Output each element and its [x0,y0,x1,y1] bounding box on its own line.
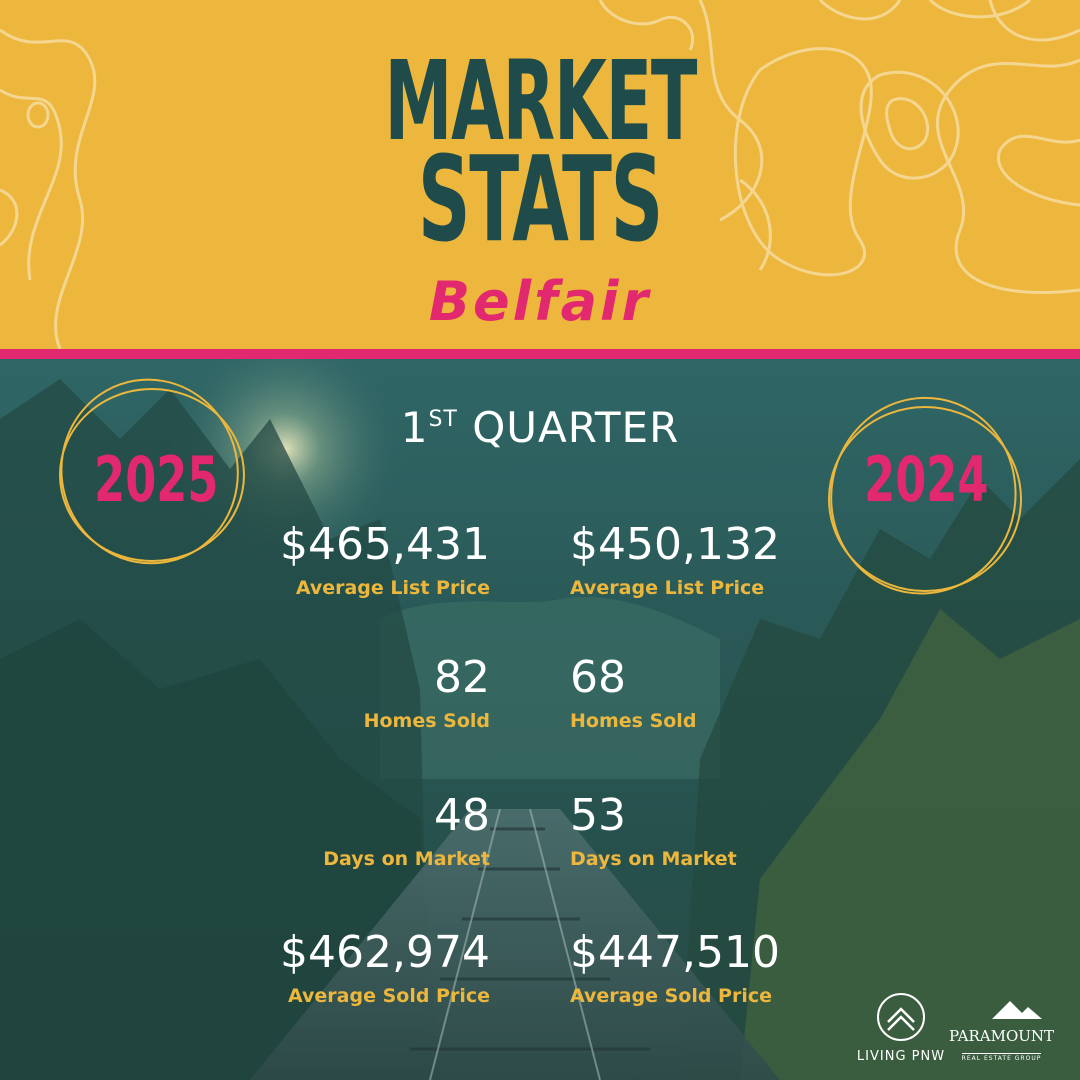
stat-current-avg-sold-price: $462,974 Average Sold Price [190,927,490,1008]
stat-current-homes-sold: 82 Homes Sold [190,652,490,733]
paramount-logo: PARAMOUNT REAL ESTATE GROUP [944,999,1059,1069]
stat-label: Average List Price [570,577,765,599]
mountain-chevron-icon [877,993,925,1041]
stat-current-avg-list-price: $465,431 Average List Price [190,519,490,600]
stat-previous-avg-list-price: $450,132 Average List Price [570,519,870,600]
stat-label: Days on Market [323,848,490,870]
stat-value: 53 [570,790,626,841]
living-pnw-text: LIVING PNW [856,1049,946,1064]
city-name: Belfair [428,270,652,333]
stat-label: Homes Sold [363,710,490,732]
title-stats: STATS [417,130,664,268]
stat-label: Average List Price [295,577,490,599]
stat-value: $465,431 [280,519,490,570]
stat-label: Average Sold Price [287,985,490,1007]
year-ring-current [59,378,245,565]
mountain-peaks-icon [991,1001,1042,1019]
stat-value: $450,132 [570,519,780,570]
living-pnw-logo: LIVING PNW [855,991,947,1073]
period-heading: 1ST QUARTER [0,403,1080,452]
topographic-pattern [0,0,1080,349]
paramount-subtext: REAL ESTATE GROUP [961,1053,1042,1062]
stats-panel: 1ST QUARTER 2025 2024 $465,431 Average L… [0,359,1080,1080]
stat-value: 68 [570,652,626,703]
divider-rule [0,349,1080,359]
year-previous: 2024 [863,443,989,516]
title-market: MARKET [384,37,697,165]
stat-value: $447,510 [570,927,780,978]
stat-value: 48 [434,790,490,841]
header-banner: MARKET STATS Belfair [0,0,1080,349]
year-current: 2025 [93,443,219,516]
stat-label: Average Sold Price [570,985,773,1007]
stat-previous-days-on-market: 53 Days on Market [570,790,870,871]
period-label: QUARTER [472,403,680,452]
period-ordinal-number: 1 [400,403,429,452]
stat-previous-homes-sold: 68 Homes Sold [570,652,870,733]
stat-value: $462,974 [280,927,490,978]
period-ordinal-suffix: ST [428,407,458,432]
stat-label: Homes Sold [570,710,697,732]
forest-railway-background [0,359,1080,1080]
paramount-text: PARAMOUNT [948,1027,1055,1045]
stat-label: Days on Market [570,848,737,870]
stat-previous-avg-sold-price: $447,510 Average Sold Price [570,927,870,1008]
year-ring-previous [828,396,1022,595]
stat-current-days-on-market: 48 Days on Market [190,790,490,871]
stat-value: 82 [434,652,490,703]
